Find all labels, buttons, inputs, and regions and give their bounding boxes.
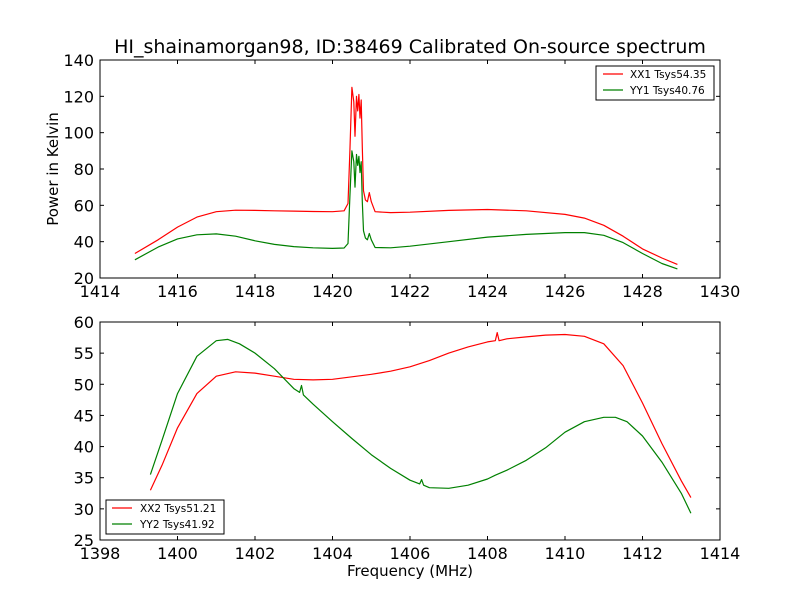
top-x-tick-label: 1424	[467, 282, 508, 301]
top-x-tick-label: 1420	[312, 282, 353, 301]
bottom-subplot: 1398 1400 1402 1404 1406 1408 1410 1412 1414 25 30…	[74, 313, 741, 580]
top-x-tick-label: 1422	[390, 282, 431, 301]
bottom-y-tick-label: 60	[74, 313, 94, 332]
top-y-tick-label: 120	[63, 87, 94, 106]
bottom-x-tick-label: 1412	[622, 544, 663, 563]
bottom-x-tick-label: 1400	[157, 544, 198, 563]
bottom-legend-label-yy2: YY2 Tsys41.92	[139, 519, 215, 531]
bottom-x-axis-label: Frequency (MHz)	[347, 562, 473, 580]
bottom-x-tick-label: 1398	[80, 544, 121, 563]
bottom-x-tick-label: 1410	[545, 544, 586, 563]
top-x-tick-label: 1428	[622, 282, 663, 301]
top-y-axis-label: Power in Kelvin	[44, 112, 62, 226]
bottom-y-tick-label: 40	[74, 438, 94, 457]
top-legend-box	[595, 65, 715, 101]
bottom-series-line-2	[149, 338, 692, 514]
bottom-y-tick-label: 25	[74, 531, 94, 550]
bottom-legend-box	[105, 499, 225, 535]
bottom-x-tick-label: 1406	[390, 544, 431, 563]
top-x-tick-label: 1430	[700, 282, 741, 301]
top-y-tick-label: 60	[74, 196, 94, 215]
top-series-line-2	[134, 150, 678, 270]
top-x-tick-label: 1414	[80, 282, 121, 301]
top-subplot: Power in Kelvin 1414 1416 1418 1420 1422 1424…	[44, 51, 740, 301]
top-y-tick-label: 100	[63, 124, 94, 143]
top-x-tick-label: 1418	[235, 282, 276, 301]
top-y-tick-label: 20	[74, 269, 94, 288]
top-x-tick-label: 1416	[157, 282, 198, 301]
top-y-tick-label: 40	[74, 233, 94, 252]
bottom-y-tick-label: 45	[74, 406, 94, 425]
top-series-group	[134, 86, 678, 270]
bottom-legend-label-xx2: XX2 Tsys51.21	[140, 503, 216, 515]
top-legend: XX1 Tsys54.35 YY1 Tsys40.76	[595, 65, 715, 101]
bottom-series-group	[149, 332, 692, 514]
top-y-tick-label: 140	[63, 51, 94, 70]
top-legend-label-yy1: YY1 Tsys40.76	[629, 85, 705, 97]
figure-title: HI_shainamorgan98, ID:38469 Calibrated O…	[114, 36, 706, 58]
bottom-x-tick-label: 1414	[700, 544, 741, 563]
bottom-x-tick-label: 1404	[312, 544, 353, 563]
bottom-x-tick-label: 1402	[235, 544, 276, 563]
bottom-y-tick-label: 35	[74, 469, 94, 488]
bottom-x-tick-label: 1408	[467, 544, 508, 563]
bottom-axis-ticks: 1398 1400 1402 1404 1406 1408 1410 1412 1414 25 30…	[74, 313, 741, 563]
top-legend-label-xx1: XX1 Tsys54.35	[630, 69, 706, 81]
bottom-y-tick-label: 30	[74, 500, 94, 519]
bottom-y-tick-label: 55	[74, 344, 94, 363]
bottom-legend: XX2 Tsys51.21 YY2 Tsys41.92	[105, 499, 225, 535]
top-y-tick-label: 80	[74, 160, 94, 179]
bottom-y-tick-label: 50	[74, 375, 94, 394]
top-x-tick-label: 1426	[545, 282, 586, 301]
bottom-series-line-1	[149, 332, 692, 498]
top-axis-ticks: 1414 1416 1418 1420 1422 1424 1426 1428 1430 20 40…	[63, 51, 740, 301]
top-series-line-1	[134, 86, 678, 265]
